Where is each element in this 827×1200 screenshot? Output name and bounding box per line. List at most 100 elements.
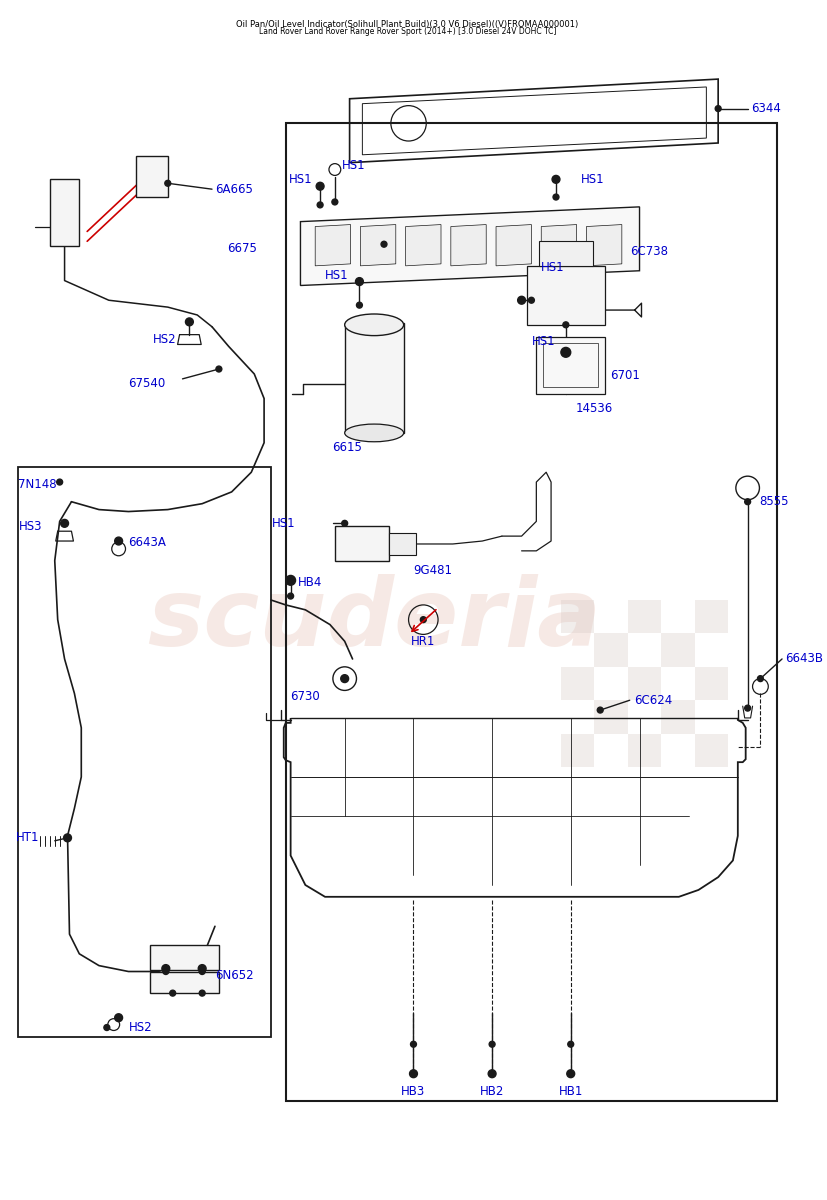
Text: HS1: HS1 bbox=[541, 262, 564, 275]
Polygon shape bbox=[315, 224, 350, 266]
Text: HS1: HS1 bbox=[580, 173, 604, 186]
Circle shape bbox=[420, 617, 426, 623]
Circle shape bbox=[596, 707, 602, 713]
Text: HS1: HS1 bbox=[289, 173, 312, 186]
Circle shape bbox=[757, 676, 762, 682]
Polygon shape bbox=[360, 224, 395, 266]
Circle shape bbox=[552, 175, 559, 184]
Text: HS2: HS2 bbox=[128, 1021, 152, 1034]
Text: HS1: HS1 bbox=[531, 335, 554, 348]
Bar bbox=[136, 156, 168, 197]
Text: 6615: 6615 bbox=[332, 442, 361, 454]
Bar bbox=[560, 600, 594, 634]
Circle shape bbox=[170, 990, 175, 996]
Circle shape bbox=[380, 241, 386, 247]
Circle shape bbox=[342, 521, 347, 527]
Circle shape bbox=[163, 968, 169, 974]
Circle shape bbox=[356, 302, 362, 308]
Bar bbox=[543, 343, 598, 386]
Circle shape bbox=[567, 1042, 573, 1048]
Circle shape bbox=[566, 1069, 574, 1078]
Bar bbox=[526, 266, 605, 325]
Text: HS3: HS3 bbox=[18, 520, 42, 533]
Text: 9G481: 9G481 bbox=[413, 564, 452, 577]
Circle shape bbox=[287, 593, 294, 599]
Bar bbox=[660, 701, 694, 733]
Bar bbox=[18, 467, 270, 1037]
Text: 6675: 6675 bbox=[227, 241, 256, 254]
Bar bbox=[694, 667, 727, 701]
Bar bbox=[694, 733, 727, 767]
Text: HS1: HS1 bbox=[342, 160, 365, 172]
Text: 14536: 14536 bbox=[575, 402, 612, 415]
Circle shape bbox=[115, 1014, 122, 1021]
Text: 6730: 6730 bbox=[290, 690, 320, 703]
Circle shape bbox=[216, 366, 222, 372]
Text: 67540: 67540 bbox=[128, 377, 165, 390]
Bar bbox=[334, 527, 389, 560]
Circle shape bbox=[560, 348, 570, 358]
Ellipse shape bbox=[344, 424, 404, 442]
Circle shape bbox=[341, 674, 348, 683]
Circle shape bbox=[552, 194, 558, 200]
Bar bbox=[627, 733, 660, 767]
Circle shape bbox=[60, 520, 69, 527]
Text: 6643B: 6643B bbox=[784, 653, 822, 666]
Circle shape bbox=[165, 180, 170, 186]
Text: scuderia: scuderia bbox=[147, 574, 600, 666]
Bar bbox=[50, 179, 79, 246]
Bar bbox=[627, 667, 660, 701]
Text: HS2: HS2 bbox=[153, 334, 176, 346]
Circle shape bbox=[199, 990, 205, 996]
Bar bbox=[389, 533, 416, 554]
Circle shape bbox=[743, 499, 750, 505]
Polygon shape bbox=[495, 224, 531, 266]
Bar bbox=[538, 241, 593, 266]
Circle shape bbox=[489, 1042, 495, 1048]
Text: 6A665: 6A665 bbox=[215, 182, 252, 196]
Circle shape bbox=[115, 538, 122, 545]
Circle shape bbox=[64, 834, 71, 841]
Bar bbox=[560, 733, 594, 767]
Bar bbox=[536, 337, 605, 394]
Circle shape bbox=[355, 277, 363, 286]
Polygon shape bbox=[300, 206, 638, 286]
Text: HR1: HR1 bbox=[411, 635, 435, 648]
Text: Oil Pan/Oil Level Indicator(Solihull Plant Build)(3.0 V6 Diesel)((V)FROMAA000001: Oil Pan/Oil Level Indicator(Solihull Pla… bbox=[237, 20, 578, 29]
Text: 6701: 6701 bbox=[609, 370, 639, 383]
Ellipse shape bbox=[344, 314, 404, 336]
Text: 6C624: 6C624 bbox=[633, 694, 671, 707]
Bar bbox=[285, 124, 777, 1102]
Bar bbox=[660, 634, 694, 667]
Text: 6643A: 6643A bbox=[128, 536, 166, 550]
Text: HS1: HS1 bbox=[325, 269, 348, 282]
Polygon shape bbox=[450, 224, 485, 266]
Circle shape bbox=[743, 706, 750, 712]
Bar bbox=[560, 667, 594, 701]
Circle shape bbox=[103, 1025, 110, 1031]
Text: HB3: HB3 bbox=[401, 1085, 425, 1098]
Circle shape bbox=[409, 1069, 417, 1078]
Circle shape bbox=[56, 479, 63, 485]
Text: Land Rover Land Rover Range Rover Sport (2014+) [3.0 Diesel 24V DOHC TC]: Land Rover Land Rover Range Rover Sport … bbox=[259, 28, 556, 36]
Circle shape bbox=[562, 322, 568, 328]
Circle shape bbox=[517, 296, 525, 304]
Bar bbox=[694, 600, 727, 634]
Bar bbox=[150, 972, 218, 994]
Circle shape bbox=[185, 318, 193, 325]
Text: 6N652: 6N652 bbox=[215, 968, 253, 982]
Bar bbox=[594, 634, 627, 667]
Circle shape bbox=[332, 199, 337, 205]
Bar bbox=[150, 944, 218, 970]
Bar bbox=[344, 323, 404, 433]
Bar bbox=[627, 600, 660, 634]
Circle shape bbox=[162, 965, 170, 972]
Circle shape bbox=[488, 1069, 495, 1078]
Bar bbox=[594, 701, 627, 733]
Polygon shape bbox=[405, 224, 441, 266]
Text: HB2: HB2 bbox=[480, 1085, 504, 1098]
Text: 8555: 8555 bbox=[758, 496, 788, 509]
Text: HB1: HB1 bbox=[558, 1085, 582, 1098]
Text: HS1: HS1 bbox=[271, 517, 295, 530]
Circle shape bbox=[199, 968, 205, 974]
